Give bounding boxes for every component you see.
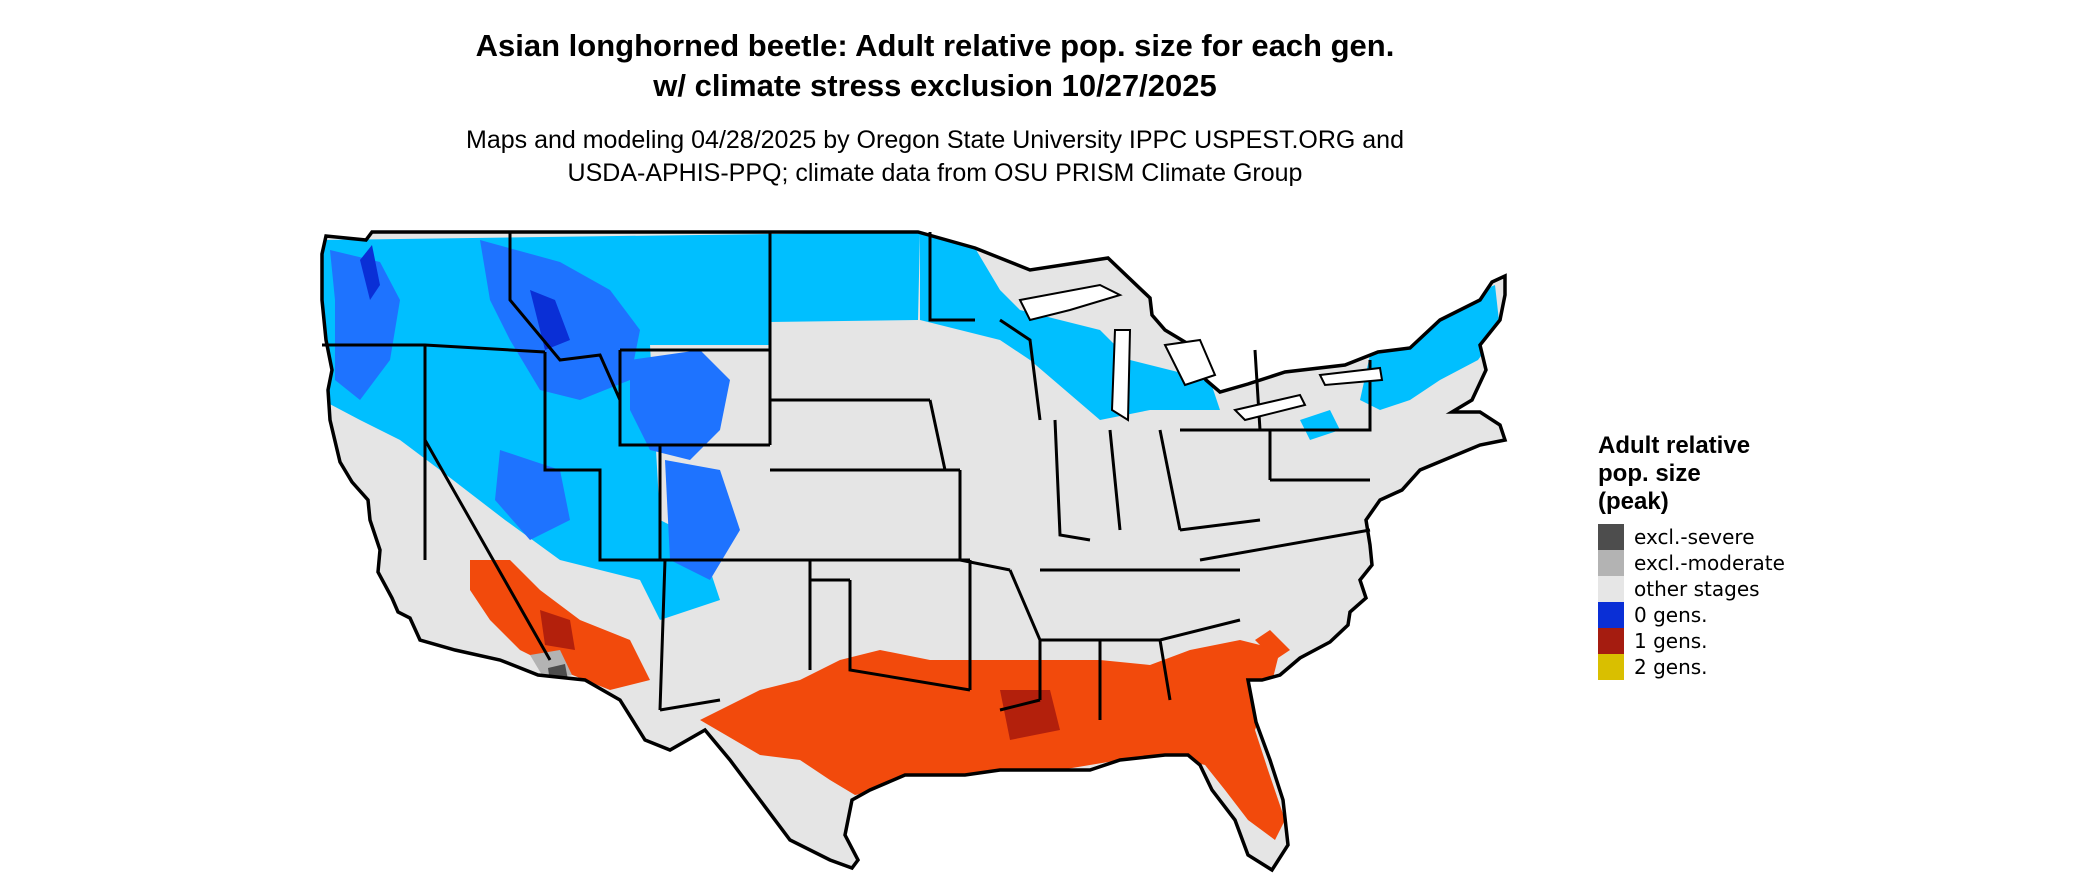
map-title-line-1: Asian longhorned beetle: Adult relative … (475, 28, 1395, 63)
lake-michigan (1110, 329, 1132, 422)
legend-title-line-1: Adult relative (1598, 432, 1751, 459)
legend-title-line-3: (peak) (1598, 488, 1669, 515)
legend-swatch (1598, 602, 1624, 628)
legend-title-line-2: pop. size (1598, 460, 1701, 487)
legend-label: 0 gens. (1634, 603, 1708, 627)
legend-item-other-stages: other stages (1598, 576, 1785, 602)
legend-swatch (1598, 654, 1624, 680)
lake-huron (1163, 338, 1217, 387)
legend-swatch (1598, 628, 1624, 654)
map-subtitle-line-2: USDA-APHIS-PPQ; climate data from OSU PR… (567, 159, 1303, 187)
cold-patch-pennsylvania (1300, 410, 1340, 440)
warm-dark-louisiana (1000, 690, 1060, 740)
legend-item-0-gens: 0 gens. (1598, 602, 1785, 628)
lake-superior (1018, 283, 1123, 322)
legend-rows: excl.-severe excl.-moderate other stages… (1598, 524, 1785, 680)
cold-mid-utah (495, 450, 570, 540)
legend-swatch (1598, 576, 1624, 602)
map-subtitle-line-1: Maps and modeling 04/28/2025 by Oregon S… (466, 126, 1404, 154)
legend-swatch (1598, 550, 1624, 576)
cold-dark-idaho (530, 290, 570, 350)
cold-mid-wyoming (630, 350, 730, 460)
legend-label: 2 gens. (1634, 655, 1708, 679)
legend-item-2-gens: 2 gens. (1598, 654, 1785, 680)
legend-label: excl.-moderate (1634, 551, 1785, 575)
legend-label: excl.-severe (1634, 525, 1755, 549)
great-lakes (1018, 283, 1384, 422)
legend-item-excl-moderate: excl.-moderate (1598, 550, 1785, 576)
legend-item-1-gens: 1 gens. (1598, 628, 1785, 654)
cold-dark-olympics (360, 245, 380, 300)
legend-swatch (1598, 524, 1624, 550)
cold-mid-cascades (330, 250, 400, 400)
legend-title: Adult relative pop. size (peak) (1598, 432, 1785, 516)
legend: Adult relative pop. size (peak) excl.-se… (1598, 432, 1785, 680)
legend-label: other stages (1634, 577, 1760, 601)
lake-erie (1233, 393, 1307, 422)
legend-item-excl-severe: excl.-severe (1598, 524, 1785, 550)
cold-mid-colorado (665, 460, 740, 580)
cold-region-great-lakes (920, 232, 1220, 420)
warm-patch-carolina (1255, 630, 1290, 660)
warm-dark-arizona (540, 610, 575, 650)
legend-label: 1 gens. (1634, 629, 1708, 653)
warm-region-gulf (700, 640, 1285, 840)
cold-region-new-england (1360, 285, 1500, 410)
lake-ontario (1318, 366, 1384, 387)
map-title-line-2: w/ climate stress exclusion 10/27/2025 (653, 68, 1217, 103)
state-borders (322, 232, 1372, 720)
